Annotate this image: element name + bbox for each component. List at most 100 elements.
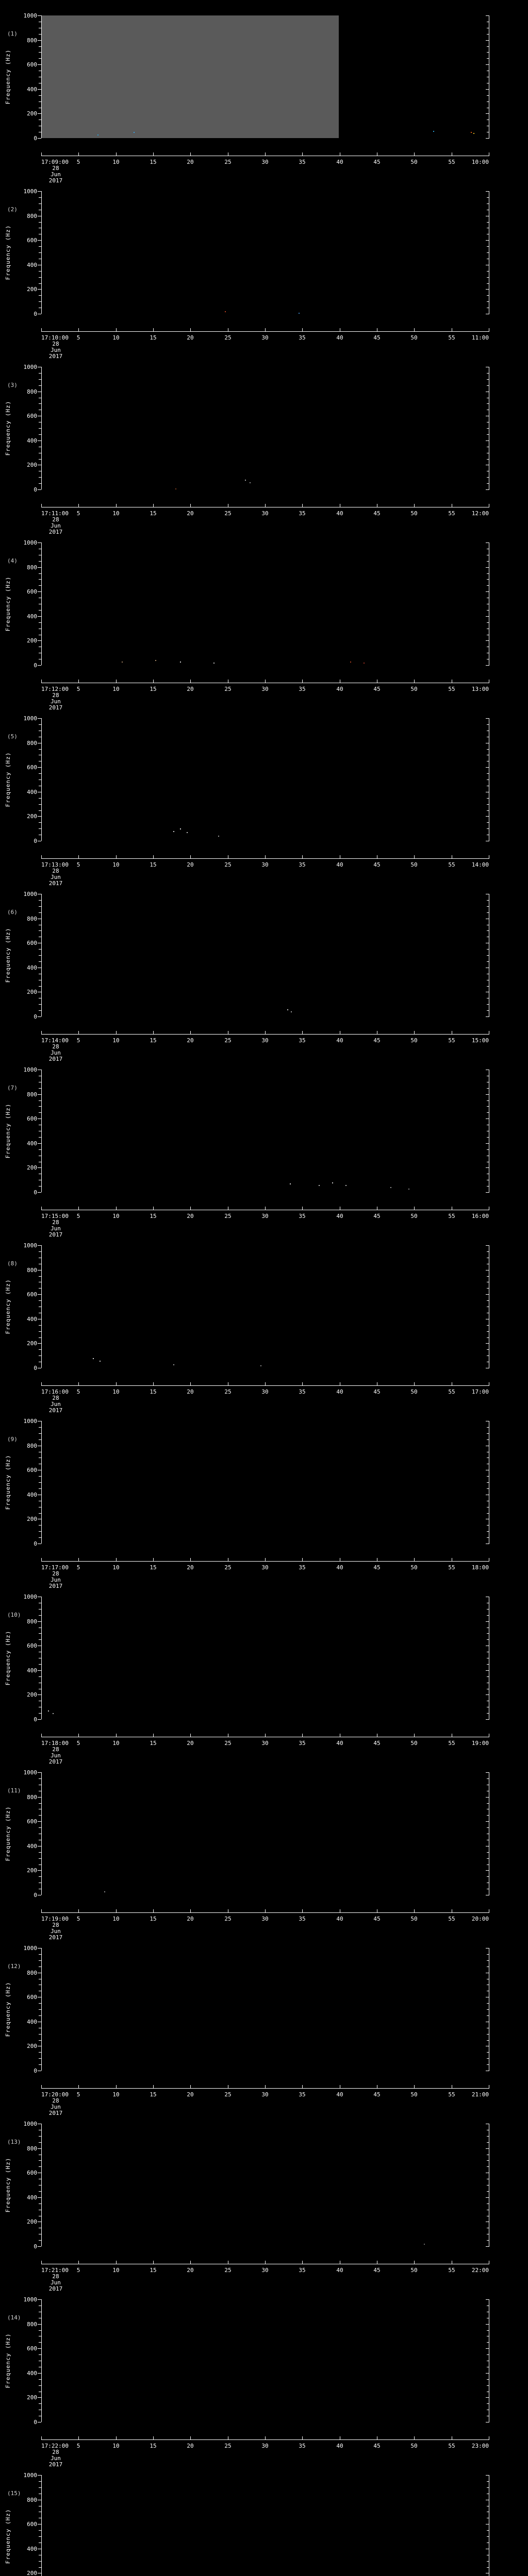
y-axis-tick [38, 591, 41, 592]
x-axis-tick-label: 5 [76, 686, 80, 692]
y-axis-label: 1000 [23, 2296, 38, 2303]
y-axis-tick-right [487, 2052, 489, 2053]
y-axis-tick [39, 1439, 41, 1440]
x-axis-tick [153, 152, 154, 156]
x-axis-tick-label: 50 [410, 159, 418, 165]
y-axis-tick-right [486, 1118, 489, 1119]
x-axis-tick-label: 10 [112, 1388, 120, 1395]
x-axis-tick-label: 10 [112, 1213, 120, 1219]
spectrogram-speck [287, 1009, 289, 1010]
panel-index-label: (6) [7, 909, 18, 916]
plot-area[interactable] [41, 2299, 489, 2422]
x-axis-tick [265, 1207, 266, 1210]
y-axis-tick [39, 1251, 41, 1252]
plot-area[interactable] [41, 543, 489, 665]
y-axis-line [38, 894, 42, 1017]
y-axis-tick-right [487, 1488, 489, 1489]
x-axis-tick-label: 25 [224, 861, 232, 868]
y-axis-tick-right [487, 2058, 489, 2059]
y-axis-tick-right [487, 2015, 489, 2016]
y-axis-label: 800 [27, 213, 37, 219]
y-axis-tick [39, 1137, 41, 1138]
x-axis-end-label: 10:00 [471, 159, 489, 165]
y-axis-tick [39, 1331, 41, 1332]
y-axis-label: 1000 [23, 1594, 38, 1600]
plot-area[interactable] [41, 894, 489, 1016]
y-axis-tick [39, 2481, 41, 2482]
spectrogram-speck [122, 661, 123, 663]
y-axis-tick-right [487, 1803, 489, 1804]
y-axis-tick [39, 724, 41, 725]
plot-area[interactable] [41, 1421, 489, 1544]
y-axis-tick [39, 961, 41, 962]
y-axis-tick-right [486, 2475, 489, 2476]
y-axis-tick [39, 622, 41, 623]
plot-area[interactable] [41, 1948, 489, 2071]
y-axis-tick-right [487, 58, 489, 59]
plot-area[interactable] [41, 1772, 489, 1895]
x-axis-date-line-2: 2017 [48, 1758, 63, 1765]
x-axis-date-line-1: Jun [51, 698, 61, 705]
plot-area[interactable] [41, 191, 489, 314]
x-axis-tick-label: 55 [448, 1564, 455, 1571]
y-axis-line [38, 1070, 42, 1193]
y-axis-tick-right [487, 271, 489, 272]
x-axis-tick [153, 2261, 154, 2264]
y-axis-label: 0 [34, 662, 37, 669]
x-axis-tick-label: 45 [373, 2091, 381, 2098]
y-axis-tick [39, 271, 41, 272]
plot-area[interactable] [41, 367, 489, 489]
x-axis-tick-label: 50 [410, 1564, 418, 1571]
x-axis-tick [153, 680, 154, 683]
panel-index-label: (13) [7, 2139, 21, 2145]
plot-area[interactable] [41, 1070, 489, 1192]
y-axis-tick [39, 573, 41, 574]
y-axis-label: 400 [27, 262, 37, 268]
x-axis-tick-label: 55 [448, 1740, 455, 1747]
plot-area[interactable] [41, 1245, 489, 1368]
x-axis-tick [116, 2085, 117, 2088]
plot-area[interactable] [41, 1597, 489, 1719]
x-axis-tick [153, 1558, 154, 1561]
y-axis-label: 800 [27, 37, 37, 44]
y-axis-tick-right [486, 1621, 489, 1622]
y-axis-tick [39, 828, 41, 829]
y-axis-tick-right [487, 1355, 489, 1356]
y-axis-tick [38, 2246, 41, 2247]
x-axis-tick [302, 680, 303, 683]
spectrogram-speck [52, 1713, 54, 1715]
y-axis-tick [38, 616, 41, 617]
x-axis-tick-label: 40 [336, 159, 343, 165]
x-axis-tick-label: 20 [187, 1564, 194, 1571]
y-axis-label: 600 [27, 1994, 37, 2001]
plot-area[interactable] [41, 15, 489, 138]
panel-index-label: (8) [7, 1260, 18, 1267]
y-axis-label: 200 [27, 2218, 37, 2225]
spectrogram-speck [187, 832, 188, 834]
x-axis-end-label: 12:00 [471, 510, 489, 517]
y-axis-label: 600 [27, 1467, 37, 1473]
y-axis-tick-right [487, 2536, 489, 2537]
y-axis-tick-right [486, 1245, 489, 1246]
y-axis-tick-right [487, 2064, 489, 2065]
x-axis-start-label: 17:15:00 [41, 1213, 69, 1219]
x-axis-tick [153, 2436, 154, 2439]
x-axis-end-label: 17:00 [471, 1388, 489, 1395]
x-axis-tick-label: 40 [336, 2443, 343, 2449]
plot-area[interactable] [41, 2475, 489, 2576]
x-axis-date-line-0: 28 [52, 2449, 59, 2455]
plot-area[interactable] [41, 718, 489, 841]
x-axis-tick-label: 40 [336, 1740, 343, 1747]
y-axis-tick [39, 2240, 41, 2241]
x-axis-tick-label: 35 [299, 1564, 306, 1571]
y-axis-label: 800 [27, 1970, 37, 1976]
y-axis-tick-right [486, 1870, 489, 1871]
y-axis-tick-right [487, 1004, 489, 1005]
x-axis-tick [302, 1207, 303, 1210]
y-axis-tick-right [486, 2148, 489, 2149]
y-axis-tick-right [487, 773, 489, 774]
x-axis-tick [265, 2261, 266, 2264]
x-axis-tick [41, 2085, 42, 2088]
x-axis-tick-label: 50 [410, 1916, 418, 1922]
plot-area[interactable] [41, 2124, 489, 2246]
